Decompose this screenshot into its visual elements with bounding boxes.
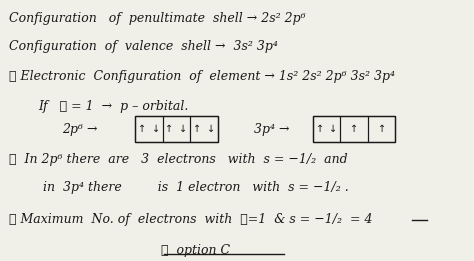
Text: ↑: ↑: [316, 124, 324, 134]
Text: ↑: ↑: [138, 124, 146, 134]
Text: in  3p⁴ there         is  1 electron   with  s = −1/₂ .: in 3p⁴ there is 1 electron with s = −1/₂…: [43, 181, 348, 194]
Bar: [163, 116, 190, 142]
Text: If   ℓ = 1  →  p – orbital.: If ℓ = 1 → p – orbital.: [38, 100, 188, 114]
Text: Configuration   of  penultimate  shell → 2s² 2p⁶: Configuration of penultimate shell → 2s²…: [9, 12, 306, 25]
Text: ∴  option C: ∴ option C: [161, 244, 230, 257]
Text: ↓: ↓: [207, 124, 215, 134]
Text: Configuration  of  valence  shell →  3s² 3p⁴: Configuration of valence shell → 3s² 3p⁴: [9, 40, 278, 54]
Text: ∴ Electronic  Configuration  of  element → 1s² 2s² 2p⁶ 3s² 3p⁴: ∴ Electronic Configuration of element → …: [9, 70, 395, 84]
Text: ↑: ↑: [193, 124, 201, 134]
Text: ↑: ↑: [350, 124, 358, 134]
Text: 3p⁴ →: 3p⁴ →: [254, 123, 289, 136]
Bar: [313, 116, 395, 142]
Text: ∴  In 2p⁶ there  are   3  electrons   with  s = −1/₂  and: ∴ In 2p⁶ there are 3 electrons with s = …: [9, 153, 348, 166]
Bar: [190, 116, 218, 142]
Text: ↓: ↓: [179, 124, 187, 134]
Text: ↓: ↓: [152, 124, 160, 134]
Bar: [135, 116, 218, 142]
Bar: [340, 116, 368, 142]
Text: ↓: ↓: [329, 124, 337, 134]
Bar: [368, 116, 395, 142]
Bar: [313, 116, 340, 142]
Text: ↑: ↑: [165, 124, 173, 134]
Text: ↑: ↑: [377, 124, 386, 134]
Text: 2p⁶ →: 2p⁶ →: [62, 123, 97, 136]
Bar: [135, 116, 163, 142]
Text: ∴ Maximum  No. of  electrons  with  ℓ=1  & s = −1/₂  = 4: ∴ Maximum No. of electrons with ℓ=1 & s …: [9, 213, 373, 226]
